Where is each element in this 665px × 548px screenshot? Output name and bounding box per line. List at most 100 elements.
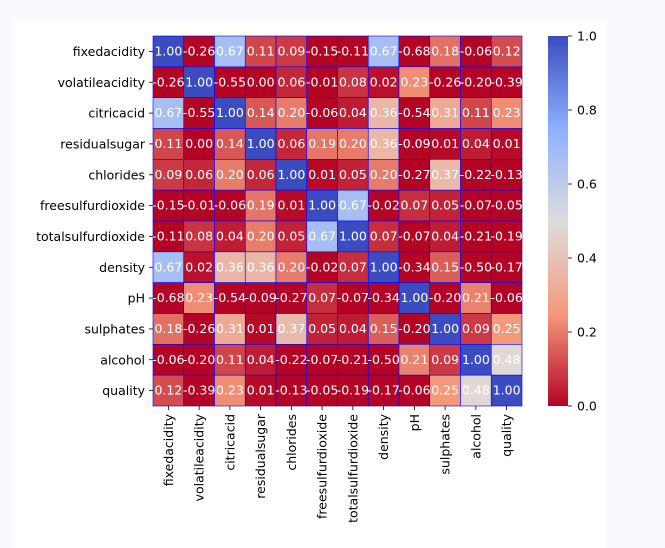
- x-tick-label: totalsulfurdioxide: [345, 414, 360, 523]
- cell-value-label: -0.05: [306, 383, 338, 398]
- cell-value-label: 0.20: [277, 259, 305, 274]
- y-tick-label: chlorides: [88, 167, 145, 182]
- cell-value-label: -0.15: [306, 43, 338, 58]
- heatmap-cell: [490, 159, 523, 191]
- heatmap-cell: [337, 220, 369, 253]
- cell-value-label: -0.17: [367, 383, 399, 398]
- y-tick-label: fixedacidity: [73, 44, 146, 59]
- cell-value-label: -0.19: [337, 383, 369, 398]
- cell-value-label: 0.23: [493, 105, 521, 120]
- heatmap-cell: [398, 251, 431, 283]
- cell-value-labels: 1.00 -0.26 0.67 0.11 0.09 -0.15-0.11 0.67 -0.68…: [152, 43, 523, 397]
- heatmap-cell: [429, 374, 461, 407]
- cell-value-label: 0.00: [185, 136, 213, 151]
- heatmap-cell: [275, 128, 308, 160]
- y-tick-label: alcohol: [100, 352, 145, 367]
- heatmap-cell: [460, 128, 492, 160]
- cell-value-label: 0.18: [431, 43, 459, 58]
- colorbar-tick-label: 0.8: [577, 103, 597, 118]
- cell-value-label: 0.07: [308, 290, 336, 305]
- heatmap-cell: [275, 313, 308, 345]
- heatmap-cell: [214, 35, 246, 68]
- cell-value-label: 0.67: [154, 105, 182, 120]
- heatmap-cell: [275, 374, 308, 407]
- cell-value-label: 0.04: [247, 352, 275, 367]
- heatmap-cell: [306, 220, 338, 253]
- heatmap-cell: [244, 374, 277, 407]
- heatmap-cell: [367, 251, 400, 283]
- cell-value-label: 0.08: [185, 228, 213, 243]
- cell-value-label: 0.20: [277, 105, 305, 120]
- heatmap-cell: [460, 313, 492, 345]
- cell-value-label: -0.68: [398, 43, 430, 58]
- cell-value-label: 0.31: [216, 321, 244, 336]
- heatmap-cell: [306, 159, 338, 191]
- cell-value-label: 1.00: [493, 383, 521, 398]
- cell-value-label: 0.09: [277, 43, 305, 58]
- x-tick-label: density: [376, 413, 391, 459]
- colorbar-gradient: [548, 36, 568, 406]
- cell-value-label: -0.06: [214, 198, 246, 213]
- cell-value-label: 1.00: [277, 167, 305, 182]
- heatmap-cell: [367, 128, 400, 160]
- cell-value-label: 0.01: [247, 321, 275, 336]
- cell-value-label: 0.11: [462, 105, 490, 120]
- heatmap-cell: [244, 66, 277, 98]
- cell-value-label: 1.00: [370, 259, 398, 274]
- heatmap-cell: [490, 189, 523, 222]
- cell-value-label: -0.54: [398, 105, 430, 120]
- cell-value-label: 1.00: [308, 198, 336, 213]
- cell-value-label: -0.01: [183, 198, 215, 213]
- x-tick-label: sulphates: [438, 414, 453, 475]
- heatmap-cell: [429, 66, 461, 98]
- colorbar-tick-label: 0.0: [577, 399, 597, 414]
- y-tick-label: residualsugar: [60, 136, 146, 151]
- heatmap-cell: [152, 97, 185, 129]
- heatmap-cell: [429, 128, 461, 160]
- x-tick-label: pH: [407, 414, 422, 431]
- heatmap-cell: [214, 189, 246, 222]
- cell-value-label: 0.21: [400, 352, 428, 367]
- heatmap-cell: [275, 282, 308, 314]
- cell-value-label: -0.39: [183, 383, 215, 398]
- cell-value-label: 0.48: [462, 383, 490, 398]
- heatmap-cell: [490, 128, 523, 160]
- cell-value-label: 0.09: [431, 352, 459, 367]
- cell-value-label: -0.20: [460, 74, 492, 89]
- heatmap-cell: [337, 159, 369, 191]
- cell-value-label: 0.36: [370, 136, 398, 151]
- cell-value-label: 0.67: [339, 198, 367, 213]
- heatmap-cell: [367, 35, 400, 68]
- cell-value-label: 0.25: [493, 321, 521, 336]
- cell-value-label: 0.11: [247, 43, 275, 58]
- heatmap-cell: [152, 35, 185, 68]
- heatmap-cell: [490, 374, 523, 407]
- heatmap-cell: [214, 282, 246, 314]
- cell-value-label: -0.54: [214, 290, 246, 305]
- cell-value-label: -0.34: [367, 290, 399, 305]
- cell-value-label: 0.23: [185, 290, 213, 305]
- cell-value-label: -0.09: [244, 290, 276, 305]
- y-axis-ticks: fixedacidity volatileacidity citricacid res…: [36, 44, 153, 398]
- cell-value-label: -0.22: [275, 352, 307, 367]
- heatmap-cell: [183, 159, 215, 191]
- cell-value-label: 0.14: [247, 105, 275, 120]
- heatmap-cell: [429, 220, 461, 253]
- cell-value-label: 0.07: [339, 259, 367, 274]
- cell-value-label: 0.21: [462, 290, 490, 305]
- cell-value-label: 1.00: [154, 43, 182, 58]
- cell-value-label: -0.01: [306, 74, 338, 89]
- cell-value-label: -0.13: [275, 383, 307, 398]
- colorbar-tick-label: 0.2: [577, 325, 597, 340]
- cell-value-label: 0.23: [216, 383, 244, 398]
- y-tick-label: pH: [128, 291, 145, 306]
- colorbar: 0.0 0.2 0.4 0.6 0.8 1.0: [548, 29, 597, 414]
- cell-value-label: -0.15: [152, 198, 184, 213]
- heatmap-cell: [306, 251, 338, 283]
- cell-value-label: 1.00: [185, 74, 213, 89]
- cell-value-label: 0.08: [339, 74, 367, 89]
- cell-value-label: -0.50: [367, 352, 399, 367]
- y-tick-label: freesulfurdioxide: [40, 198, 145, 213]
- heatmap-cell: [214, 344, 246, 376]
- heatmap-cell: [306, 66, 338, 98]
